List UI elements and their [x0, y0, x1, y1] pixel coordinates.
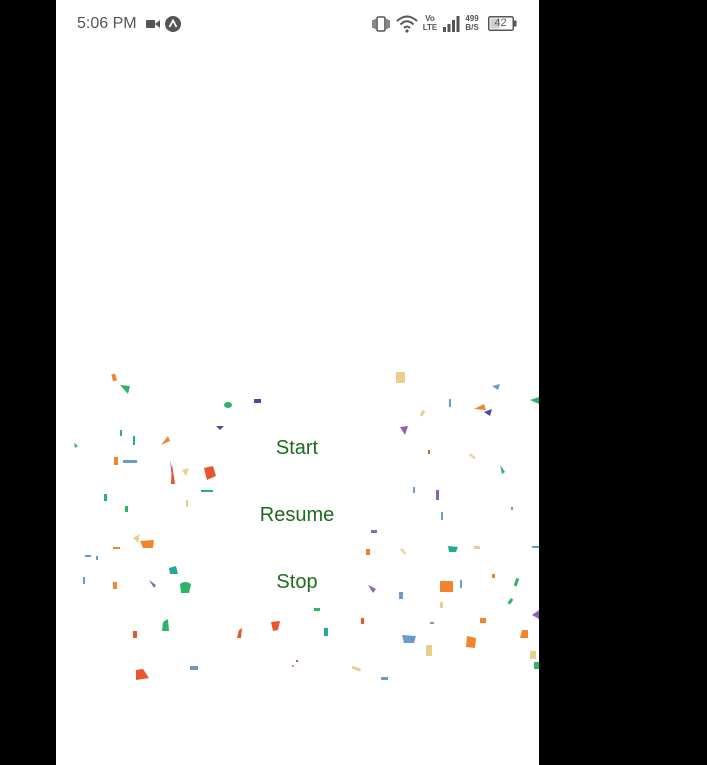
video-camera-icon: [146, 20, 160, 28]
network-speed: 499 B/S: [463, 14, 481, 34]
phone-screen: 5:06 PM Vo LTE: [56, 0, 539, 765]
start-button[interactable]: Start: [197, 428, 397, 468]
vibrate-icon: [372, 16, 390, 32]
app-notification-icon: [165, 16, 181, 32]
wifi-icon: [396, 15, 418, 33]
signal-icon: [443, 16, 460, 32]
volte-bottom-label: LTE: [422, 23, 438, 32]
stop-button[interactable]: Stop: [197, 562, 397, 602]
confetti-pieces: [74, 372, 539, 680]
resume-button[interactable]: Resume: [197, 495, 397, 535]
confetti-animation: [74, 372, 539, 680]
network-speed-value: 499: [465, 14, 479, 23]
battery-icon: 42: [488, 16, 517, 31]
volte-top-label: Vo: [425, 14, 435, 23]
status-time: 5:06 PM: [77, 15, 137, 32]
volte-icon: Vo LTE: [422, 14, 438, 34]
status-bar: 5:06 PM Vo LTE: [56, 0, 539, 48]
battery-level: 42: [494, 17, 507, 29]
network-speed-unit: B/S: [465, 23, 479, 32]
